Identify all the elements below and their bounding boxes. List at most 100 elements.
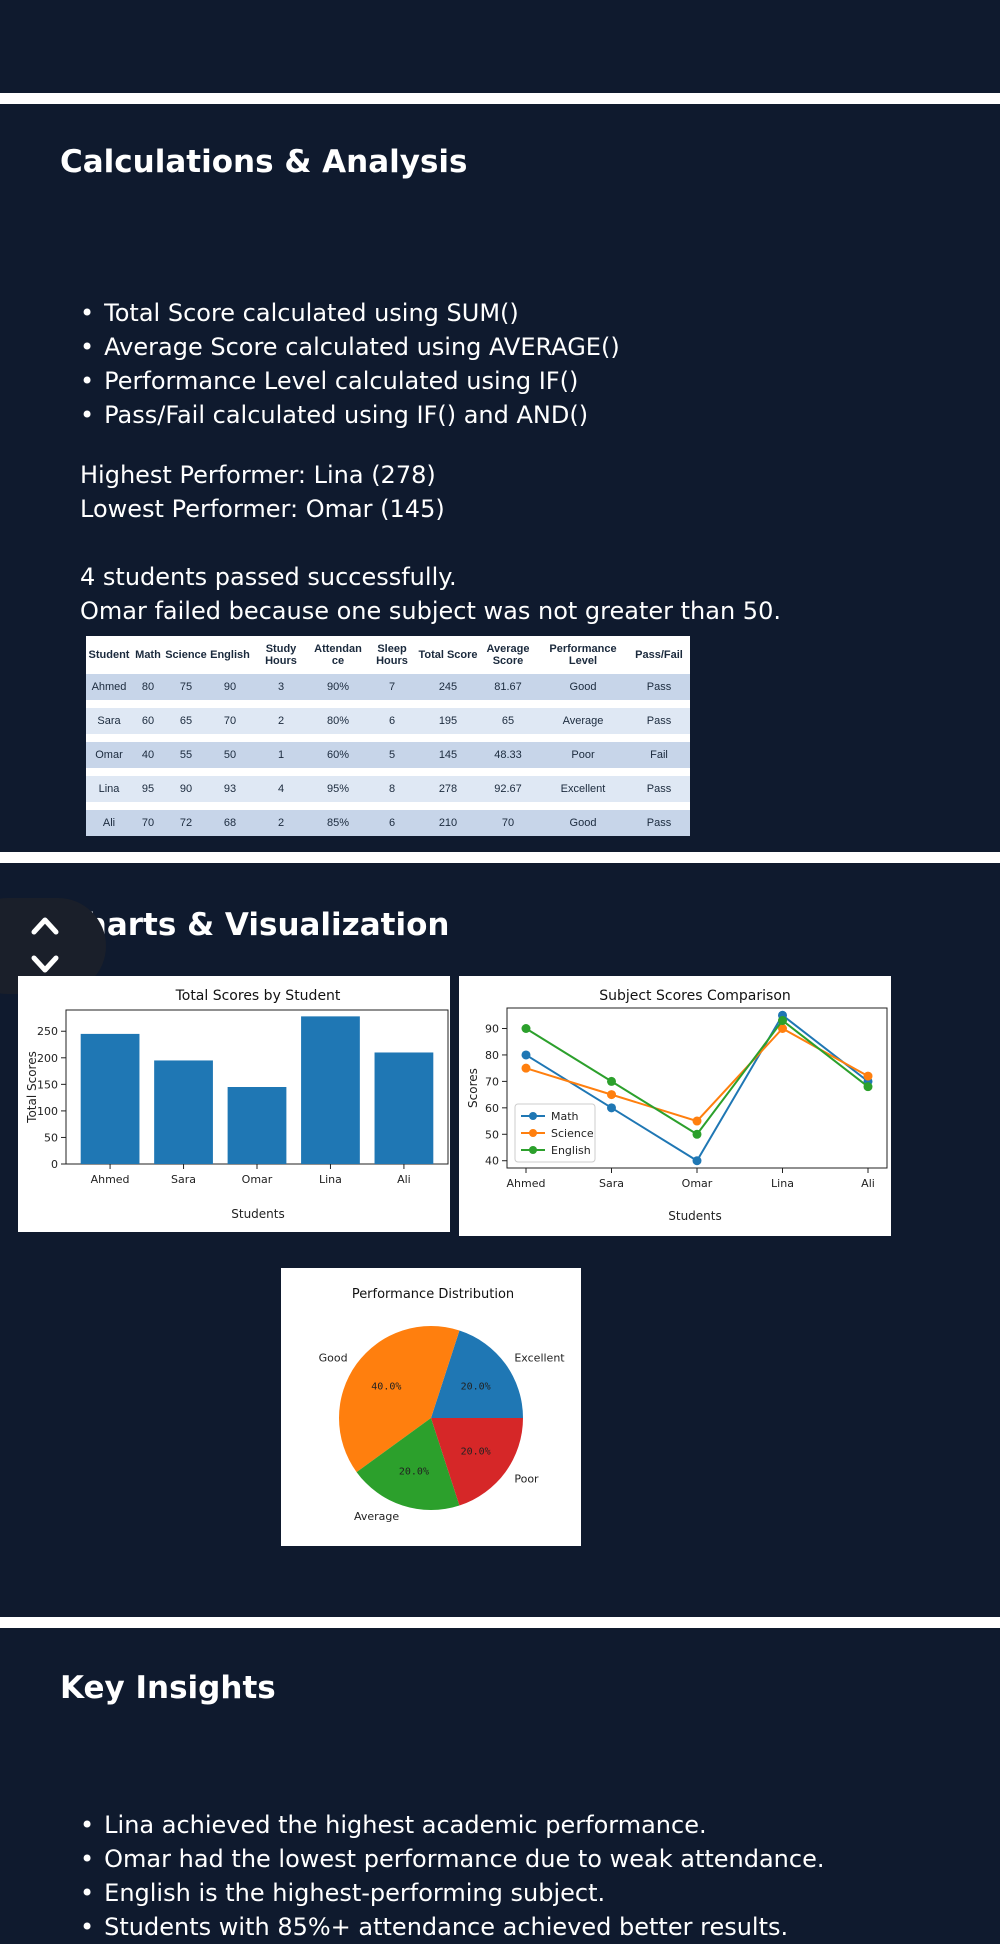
bar-chart-title: Total Scores by Student [175, 988, 341, 1004]
insight-bullet: Students with 85%+ attendance achieved b… [80, 1910, 824, 1944]
line-y-tick-label: 50 [485, 1128, 499, 1141]
table-spacer-cell [86, 802, 690, 810]
pie-pct-label: 20.0% [461, 1446, 491, 1457]
table-spacer [86, 802, 690, 810]
header-sleep-hours: Sleep Hours [366, 636, 418, 674]
slide-divider-bottom [0, 1617, 1000, 1628]
pie-slice-poor [431, 1418, 523, 1506]
table-cell: Good [538, 810, 628, 836]
header-student: Student [86, 636, 132, 674]
line-x-label: Students [668, 1209, 722, 1223]
table-row: Ahmed 80 75 90 3 90% 7 245 81.67 Good Pass [86, 674, 690, 700]
table-cell: Average [538, 708, 628, 734]
legend-swatch-marker [529, 1129, 537, 1137]
header-total-score: Total Score [418, 636, 478, 674]
table-cell: 50 [208, 742, 252, 768]
table-cell: 90% [310, 674, 366, 700]
line-y-tick-label: 90 [485, 1022, 499, 1035]
pie-slice-average [356, 1418, 460, 1510]
header-science: Science [164, 636, 208, 674]
table-cell: 70 [208, 708, 252, 734]
pie-pct-label: 40.0% [371, 1382, 401, 1393]
calc-bullet: Pass/Fail calculated using IF() and AND(… [80, 398, 620, 432]
line-y-tick-label: 70 [485, 1075, 499, 1088]
pie-slice-label: Average [354, 1510, 399, 1523]
table-cell: Pass [628, 810, 690, 836]
table-cell: 65 [478, 708, 538, 734]
table-cell: Pass [628, 776, 690, 802]
table-cell: 2 [252, 708, 310, 734]
passed-summary: 4 students passed successfully. [80, 563, 457, 591]
data-point [607, 1090, 616, 1100]
legend-label: Math [551, 1110, 579, 1123]
table-cell: Lina [86, 776, 132, 802]
calc-bullet: Total Score calculated using SUM() [80, 296, 620, 330]
pie-chart-card: Performance Distribution 20.0% Excellent 4… [281, 1268, 581, 1546]
calculations-title: Calculations & Analysis [60, 144, 468, 180]
table-cell: Excellent [538, 776, 628, 802]
data-point [521, 1063, 531, 1073]
data-point [607, 1103, 616, 1113]
data-point [863, 1071, 873, 1081]
data-point [778, 1016, 787, 1026]
line-y-label: Scores [466, 1068, 480, 1108]
calc-bullet: Average Score calculated using AVERAGE() [80, 330, 620, 364]
legend-label: English [551, 1144, 591, 1157]
table-cell: 60 [132, 708, 164, 734]
table-cell: Omar [86, 742, 132, 768]
line-chart-title: Subject Scores Comparison [599, 988, 791, 1004]
table-cell: 48.33 [478, 742, 538, 768]
table-cell: 3 [252, 674, 310, 700]
insight-bullet: English is the highest-performing subjec… [80, 1876, 824, 1910]
table-cell: Pass [628, 674, 690, 700]
table-header-row: Student Math Science English Study Hours… [86, 636, 690, 674]
table-spacer [86, 734, 690, 742]
table-cell: 80 [132, 674, 164, 700]
table-spacer-cell [86, 700, 690, 708]
bar-chart: Total Scores by Student Students Total S… [25, 988, 449, 1221]
bar [374, 1052, 434, 1164]
pie-pct-label: 20.0% [461, 1382, 491, 1393]
calculations-bullets: Total Score calculated using SUM() Avera… [80, 296, 620, 432]
line-y-tick-label: 40 [485, 1155, 499, 1168]
table-cell: 90 [208, 674, 252, 700]
data-point [692, 1156, 702, 1166]
line-x-tick-label: Lina [771, 1177, 794, 1190]
header-math: Math [132, 636, 164, 674]
table-spacer [86, 700, 690, 708]
bar-y-tick-label: 250 [37, 1025, 58, 1038]
data-point [521, 1050, 531, 1060]
data-point [521, 1023, 531, 1033]
table-cell: 8 [366, 776, 418, 802]
table-cell: 245 [418, 674, 478, 700]
bar [301, 1016, 360, 1164]
insights-title: Key Insights [60, 1670, 276, 1706]
table-cell: 85% [310, 810, 366, 836]
table-cell: 1 [252, 742, 310, 768]
table-cell: 6 [366, 708, 418, 734]
chevron-up-icon[interactable] [30, 912, 60, 938]
table-spacer [86, 768, 690, 776]
bar-y-tick-label: 100 [37, 1105, 58, 1118]
insights-slide: Key Insights Lina achieved the highest a… [0, 1628, 1000, 1941]
line-x-tick-label: Sara [599, 1177, 624, 1190]
bar [80, 1033, 140, 1164]
bar [154, 1060, 213, 1164]
table-cell: 81.67 [478, 674, 538, 700]
slide-divider-top [0, 93, 1000, 104]
table-row: Omar 40 55 50 1 60% 5 145 48.33 Poor Fail [86, 742, 690, 768]
pie-chart: Performance Distribution 20.0% Excellent 4… [319, 1287, 566, 1523]
slide-divider-middle [0, 852, 1000, 863]
table-cell: 70 [478, 810, 538, 836]
insight-bullet: Omar had the lowest performance due to w… [80, 1842, 824, 1876]
header-average-score: Average Score [478, 636, 538, 674]
line-x-tick-label: Ahmed [507, 1177, 546, 1190]
table-cell: Good [538, 674, 628, 700]
chevron-down-icon[interactable] [30, 952, 60, 978]
legend-label: Science [551, 1127, 594, 1140]
bar-y-tick-label: 200 [37, 1052, 58, 1065]
pie-slice-label: Poor [514, 1473, 539, 1486]
table-cell: 92.67 [478, 776, 538, 802]
bar-x-tick-label: Omar [242, 1173, 273, 1186]
table-cell: Ali [86, 810, 132, 836]
